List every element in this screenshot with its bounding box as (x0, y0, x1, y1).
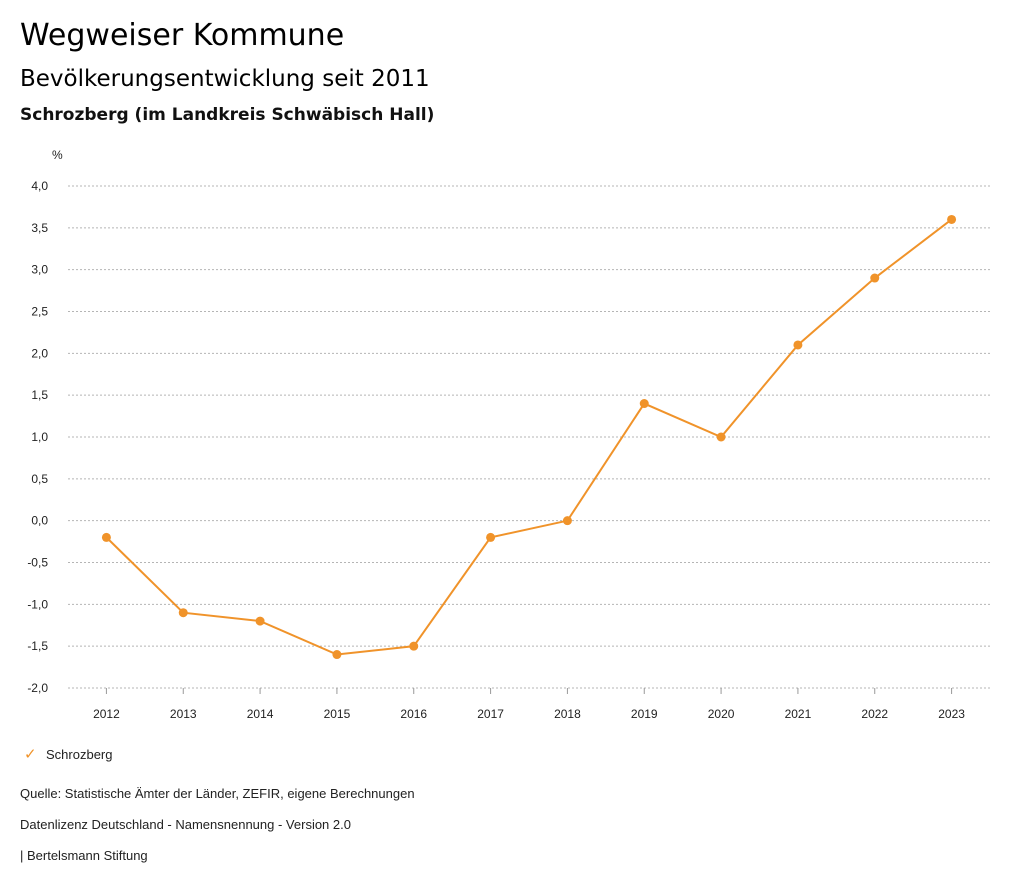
data-point (793, 340, 803, 350)
y-tick-label: 3,0 (31, 263, 48, 277)
x-tick-label: 2012 (93, 707, 120, 721)
x-tick-label: 2022 (861, 707, 888, 721)
y-tick-label: 1,5 (31, 388, 48, 402)
y-tick-label: -1,5 (27, 639, 48, 653)
y-tick-label: -0,5 (27, 556, 48, 570)
x-tick-label: 2021 (785, 707, 812, 721)
y-tick-label: -1,0 (27, 597, 48, 611)
x-tick-label: 2017 (477, 707, 504, 721)
y-tick-label: 2,5 (31, 305, 48, 319)
x-tick-label: 2020 (708, 707, 735, 721)
credit-note: | Bertelsmann Stiftung (20, 848, 148, 863)
y-tick-label: 2,0 (31, 346, 48, 360)
data-point (562, 516, 572, 526)
page-title: Wegweiser Kommune (20, 18, 345, 53)
y-tick-label: 4,0 (31, 179, 48, 193)
data-point (486, 532, 496, 542)
x-tick-label: 2014 (247, 707, 274, 721)
y-tick-label: -2,0 (27, 681, 48, 695)
x-tick-label: 2013 (170, 707, 197, 721)
x-tick-label: 2015 (324, 707, 351, 721)
y-tick-label: 3,5 (31, 221, 48, 235)
x-tick-label: 2019 (631, 707, 658, 721)
y-tick-label: 1,0 (31, 430, 48, 444)
check-icon: ✓ (24, 746, 37, 763)
source-note: Quelle: Statistische Ämter der Länder, Z… (20, 786, 415, 801)
region-title: Schrozberg (im Landkreis Schwäbisch Hall… (20, 105, 435, 125)
chart-subtitle: Bevölkerungsentwicklung seit 2011 (20, 66, 430, 92)
license-note: Datenlizenz Deutschland - Namensnennung … (20, 817, 351, 832)
data-point (409, 641, 419, 651)
x-tick-label: 2016 (400, 707, 427, 721)
data-point (870, 273, 880, 283)
data-point (255, 616, 265, 626)
y-tick-label: 0,0 (31, 514, 48, 528)
legend-item-schrozberg[interactable]: ✓ Schrozberg (24, 745, 112, 763)
data-point (332, 650, 342, 660)
data-point (178, 608, 188, 618)
data-point (639, 399, 649, 409)
series-line (105, 218, 953, 656)
data-point (716, 432, 726, 442)
data-point (101, 532, 111, 542)
y-unit-label: % (52, 148, 63, 162)
line-chart: % 4,0 3,5 3,0 2,5 2,0 1,5 1,0 0,5 0,0 -0,5 -1,0 -1,5… (27, 148, 990, 721)
legend-label: Schrozberg (46, 746, 113, 762)
data-point (947, 214, 957, 224)
x-tick-label: 2023 (938, 707, 965, 721)
x-tick-label: 2018 (554, 707, 581, 721)
y-tick-label: 0,5 (31, 472, 48, 486)
